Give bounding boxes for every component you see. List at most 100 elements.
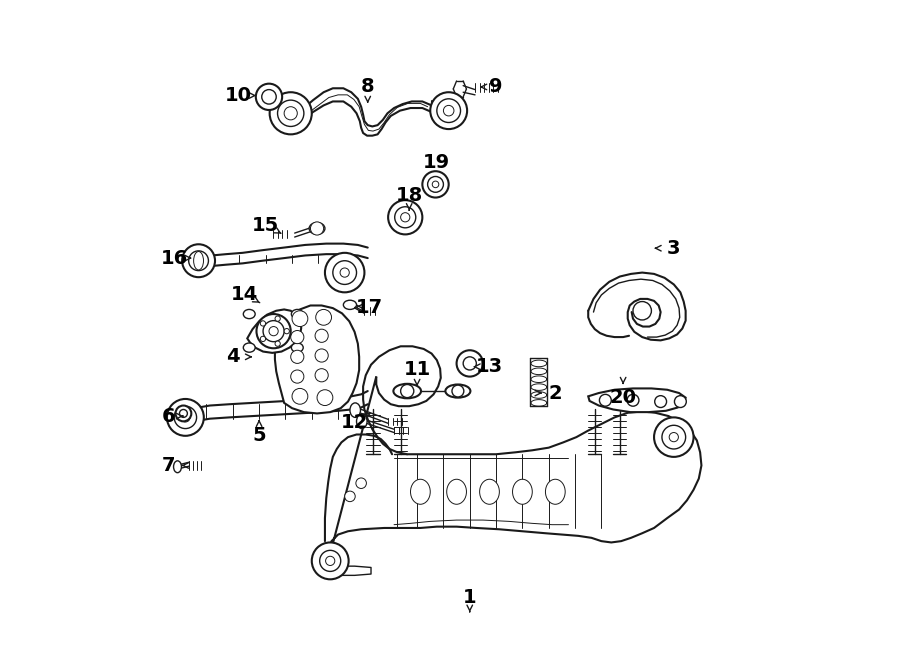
Circle shape — [464, 357, 476, 370]
Text: 13: 13 — [476, 357, 503, 376]
Circle shape — [292, 311, 308, 327]
Circle shape — [194, 256, 202, 264]
Circle shape — [436, 98, 461, 122]
Circle shape — [326, 557, 335, 565]
Circle shape — [260, 321, 265, 326]
Ellipse shape — [344, 300, 356, 309]
Circle shape — [654, 396, 667, 408]
Ellipse shape — [350, 403, 361, 417]
Ellipse shape — [356, 414, 367, 428]
Circle shape — [291, 330, 304, 344]
Ellipse shape — [243, 309, 256, 319]
Ellipse shape — [446, 479, 466, 504]
Circle shape — [456, 350, 483, 377]
Text: 3: 3 — [667, 239, 680, 258]
Circle shape — [325, 253, 364, 292]
Circle shape — [189, 251, 209, 270]
Text: 17: 17 — [356, 298, 383, 317]
Text: 10: 10 — [225, 86, 252, 105]
Circle shape — [333, 260, 356, 284]
Text: 20: 20 — [609, 388, 636, 407]
Circle shape — [270, 93, 311, 134]
Circle shape — [400, 385, 414, 398]
Polygon shape — [589, 389, 686, 412]
Text: 16: 16 — [161, 249, 188, 268]
Circle shape — [428, 176, 444, 192]
Text: 11: 11 — [403, 360, 431, 379]
Circle shape — [175, 407, 196, 428]
Text: 1: 1 — [463, 588, 477, 607]
Circle shape — [395, 207, 416, 228]
Circle shape — [317, 390, 333, 406]
Ellipse shape — [512, 479, 532, 504]
Circle shape — [269, 327, 278, 336]
Circle shape — [167, 399, 203, 436]
Ellipse shape — [292, 309, 303, 319]
Circle shape — [315, 329, 328, 342]
Ellipse shape — [309, 223, 325, 235]
Circle shape — [262, 90, 276, 104]
Ellipse shape — [194, 252, 203, 270]
Text: 7: 7 — [161, 456, 175, 475]
Circle shape — [179, 409, 187, 417]
Circle shape — [256, 84, 283, 110]
Text: 19: 19 — [423, 153, 450, 172]
Circle shape — [275, 341, 280, 346]
Circle shape — [277, 100, 304, 126]
Circle shape — [444, 105, 454, 116]
Circle shape — [320, 551, 341, 571]
Circle shape — [292, 389, 308, 405]
Circle shape — [291, 350, 304, 364]
Circle shape — [345, 491, 356, 502]
Circle shape — [388, 200, 422, 235]
Text: 4: 4 — [226, 347, 239, 366]
Circle shape — [275, 316, 280, 321]
Text: 18: 18 — [396, 186, 423, 205]
Circle shape — [181, 412, 190, 422]
Circle shape — [256, 314, 291, 348]
Circle shape — [311, 543, 348, 579]
Circle shape — [260, 336, 265, 342]
Text: 12: 12 — [341, 413, 368, 432]
Ellipse shape — [292, 343, 303, 352]
Text: 5: 5 — [252, 426, 266, 446]
Ellipse shape — [393, 384, 421, 399]
Circle shape — [674, 396, 687, 408]
Circle shape — [315, 369, 328, 382]
Polygon shape — [325, 346, 701, 574]
Circle shape — [310, 222, 324, 235]
Circle shape — [284, 329, 290, 334]
Text: 2: 2 — [548, 383, 562, 403]
Circle shape — [316, 309, 331, 325]
Circle shape — [422, 171, 449, 198]
Circle shape — [263, 321, 284, 342]
Circle shape — [452, 385, 464, 397]
Text: 14: 14 — [231, 285, 258, 304]
Circle shape — [176, 406, 192, 421]
Circle shape — [182, 245, 215, 277]
Text: 6: 6 — [161, 407, 176, 426]
Polygon shape — [248, 309, 302, 353]
Circle shape — [340, 268, 349, 277]
Circle shape — [430, 93, 467, 129]
Circle shape — [670, 432, 679, 442]
Text: 15: 15 — [252, 215, 279, 235]
Text: 8: 8 — [361, 77, 374, 97]
Ellipse shape — [174, 461, 182, 473]
Circle shape — [291, 370, 304, 383]
Ellipse shape — [545, 479, 565, 504]
Circle shape — [633, 301, 652, 320]
Circle shape — [284, 106, 297, 120]
Text: 9: 9 — [490, 77, 503, 97]
Ellipse shape — [243, 343, 256, 352]
Ellipse shape — [410, 479, 430, 504]
Ellipse shape — [446, 385, 471, 398]
Ellipse shape — [480, 479, 500, 504]
Circle shape — [654, 417, 694, 457]
Circle shape — [315, 349, 328, 362]
Circle shape — [662, 425, 686, 449]
Circle shape — [627, 395, 639, 407]
Circle shape — [400, 213, 410, 222]
Polygon shape — [274, 305, 359, 413]
Circle shape — [432, 181, 439, 188]
